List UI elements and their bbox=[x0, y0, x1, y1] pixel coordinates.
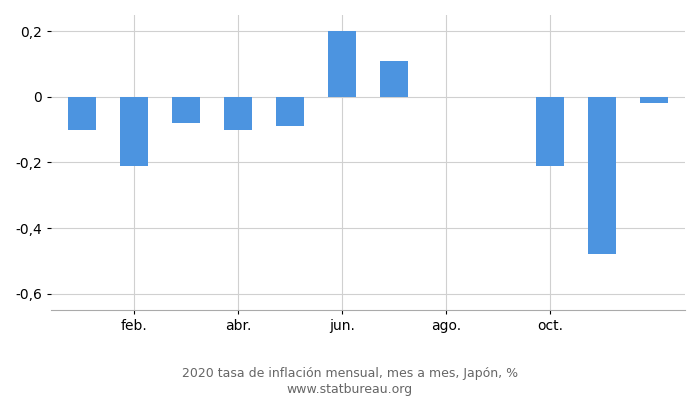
Text: www.statbureau.org: www.statbureau.org bbox=[287, 384, 413, 396]
Bar bbox=[379, 61, 408, 97]
Bar bbox=[536, 97, 564, 166]
Bar bbox=[172, 97, 200, 123]
Bar bbox=[640, 97, 668, 104]
Bar bbox=[276, 97, 304, 126]
Bar bbox=[224, 97, 252, 130]
Bar bbox=[587, 97, 616, 254]
Bar bbox=[68, 97, 97, 130]
Text: 2020 tasa de inflación mensual, mes a mes, Japón, %: 2020 tasa de inflación mensual, mes a me… bbox=[182, 368, 518, 380]
Bar bbox=[120, 97, 148, 166]
Bar bbox=[328, 31, 356, 97]
